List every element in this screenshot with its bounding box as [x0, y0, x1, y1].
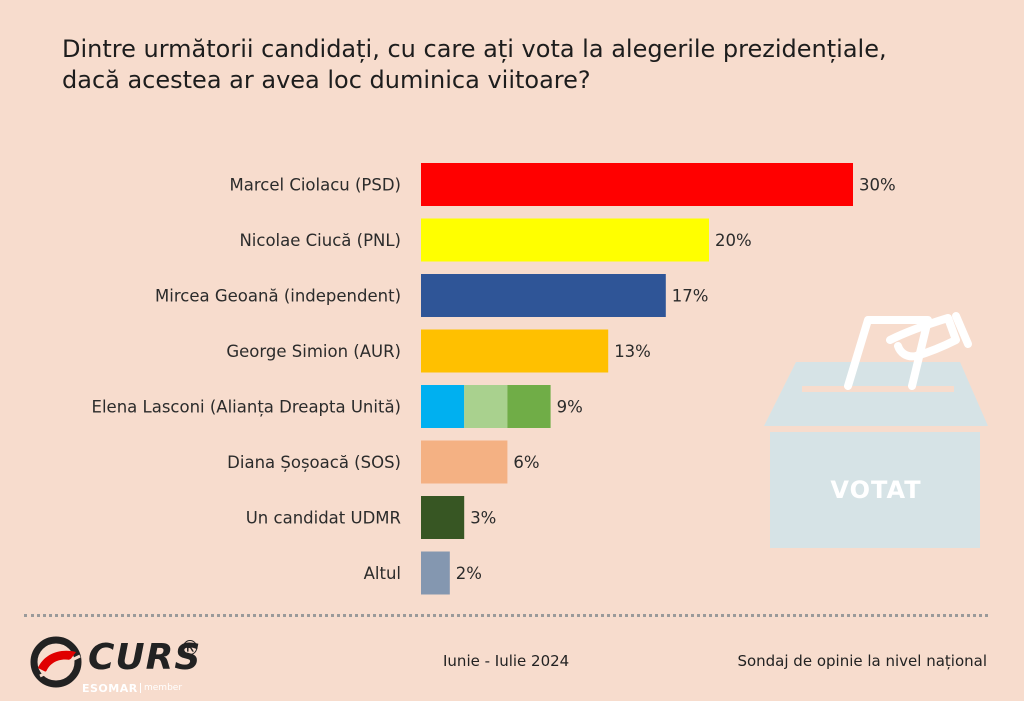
curs-logo-text: CURS — [88, 637, 202, 678]
ballot-box-icon: VOTAT — [760, 300, 992, 554]
value-label: 13% — [614, 342, 651, 361]
curs-logo-emblem-icon — [30, 636, 82, 688]
value-label: 9% — [557, 398, 583, 417]
value-label: 2% — [456, 564, 482, 583]
bar — [421, 329, 609, 373]
category-label: Nicolae Ciucă (PNL) — [239, 231, 401, 250]
ballot-box-label: VOTAT — [830, 476, 922, 504]
category-label: Elena Lasconi (Alianța Dreapta Unită) — [92, 398, 401, 417]
value-label: 3% — [470, 509, 496, 528]
curs-logo: CURS ® ESOMAR member — [30, 636, 220, 698]
value-label: 6% — [513, 453, 539, 472]
category-label: Mircea Geoană (independent) — [155, 287, 401, 306]
value-label: 20% — [715, 231, 752, 250]
category-label: Un candidat UDMR — [246, 509, 401, 528]
bar — [421, 496, 465, 539]
bar — [421, 440, 508, 484]
bar — [421, 551, 450, 595]
footer-divider — [24, 614, 988, 617]
category-label: George Simion (AUR) — [226, 342, 401, 361]
category-label: Marcel Ciolacu (PSD) — [230, 176, 402, 195]
bar-segment — [507, 385, 551, 428]
category-label: Diana Șoșoacă (SOS) — [227, 453, 401, 472]
survey-period: Iunie - Iulie 2024 — [443, 652, 570, 670]
value-label: 30% — [859, 176, 896, 195]
bar-chart: Marcel Ciolacu (PSD) 30% Nicolae Ciucă (PN… — [92, 163, 896, 595]
registered-mark: ® — [180, 636, 200, 660]
chart-title-line-1: Dintre următorii candidați, cu care ați … — [62, 35, 887, 63]
category-label: Altul — [364, 564, 401, 583]
chart-title: Dintre următorii candidați, cu care ați … — [62, 34, 962, 96]
bar — [421, 274, 666, 317]
chart-title-line-2: dacă acestea ar avea loc duminica viitoa… — [62, 66, 591, 94]
survey-type: Sondaj de opinie la nivel național — [737, 652, 987, 670]
esomar-label: ESOMAR — [82, 682, 138, 695]
esomar-member-label: member — [140, 683, 182, 693]
bar — [421, 218, 709, 262]
bar — [421, 163, 853, 206]
bar-segment — [421, 385, 465, 428]
value-label: 17% — [672, 287, 709, 306]
bar-segment — [464, 385, 508, 428]
